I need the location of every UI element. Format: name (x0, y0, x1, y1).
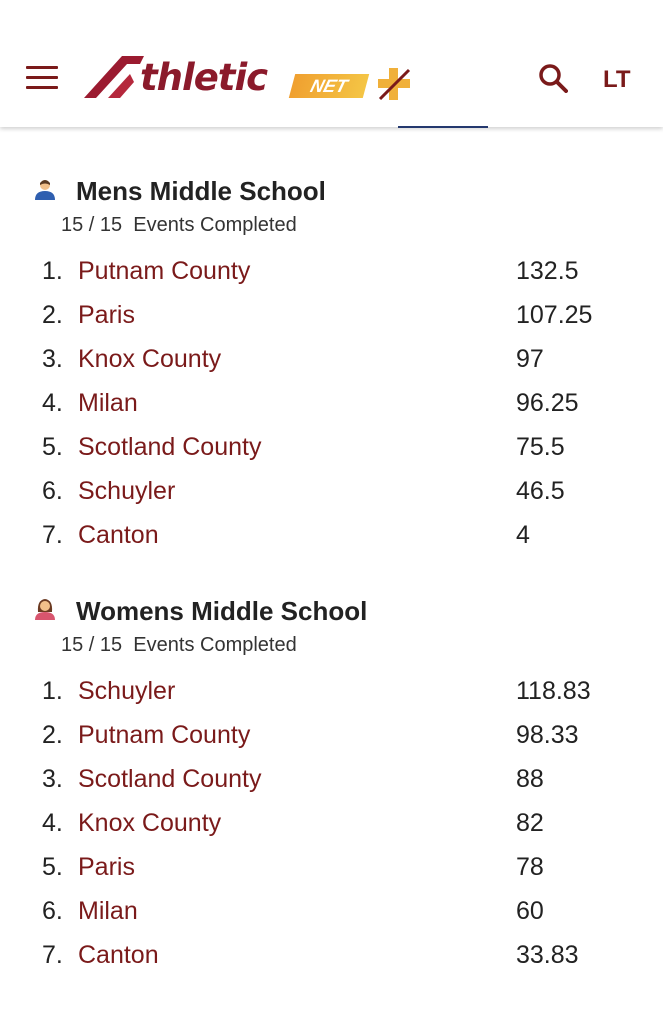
rank: 4. (42, 389, 63, 417)
female-user-icon (35, 599, 55, 620)
standings-row: 6. Schuyler 46.5 (0, 477, 663, 521)
standings-row: 4. Milan 96.25 (0, 389, 663, 433)
standings-row: 2. Putnam County 98.33 (0, 721, 663, 765)
language-toggle[interactable]: LT (603, 66, 631, 93)
events-label: Events Completed (133, 214, 297, 236)
section-title: Womens Middle School (76, 596, 368, 626)
logo-net-badge: NET (288, 74, 370, 98)
rank: 5. (42, 433, 63, 461)
rank: 1. (42, 257, 63, 285)
section-title: Mens Middle School (76, 176, 326, 206)
plus-icon (378, 68, 411, 101)
team-score: 98.33 (516, 721, 579, 749)
events-progress: 15 / 15 Events Completed (61, 634, 297, 657)
team-score: 118.83 (516, 677, 591, 705)
logo-text: thletic (140, 56, 268, 99)
team-link[interactable]: Schuyler (78, 677, 176, 705)
logo-a-mark-icon (84, 56, 144, 98)
team-score: 33.83 (516, 941, 579, 969)
rank: 2. (42, 721, 63, 749)
rank: 6. (42, 897, 63, 925)
events-count: 15 / 15 (61, 634, 123, 656)
rank: 3. (42, 345, 63, 373)
events-label: Events Completed (133, 634, 297, 656)
team-link[interactable]: Knox County (78, 345, 222, 373)
team-score: 97 (516, 345, 544, 373)
athletic-net-logo[interactable]: thletic NET (82, 52, 412, 107)
rank: 1. (42, 677, 63, 705)
rank: 3. (42, 765, 63, 793)
team-score: 60 (516, 897, 544, 925)
team-link[interactable]: Canton (78, 521, 159, 549)
top-header: thletic NET LT (0, 0, 663, 127)
events-progress: 15 / 15 Events Completed (61, 214, 297, 237)
rank: 4. (42, 809, 63, 837)
events-count: 15 / 15 (61, 214, 123, 236)
team-score: 78 (516, 853, 544, 881)
team-link[interactable]: Canton (78, 941, 159, 969)
team-link[interactable]: Knox County (78, 809, 222, 837)
search-icon[interactable] (538, 63, 568, 93)
team-link[interactable]: Milan (78, 897, 138, 925)
team-link[interactable]: Putnam County (78, 721, 251, 749)
male-user-icon (35, 180, 55, 200)
standings-row: 3. Knox County 97 (0, 345, 663, 389)
team-score: 132.5 (516, 257, 579, 285)
team-link[interactable]: Scotland County (78, 433, 262, 461)
hamburger-menu-icon[interactable] (26, 64, 60, 92)
rank: 7. (42, 521, 63, 549)
standings-row: 1. Schuyler 118.83 (0, 677, 663, 721)
team-score: 107.25 (516, 301, 593, 329)
rank: 2. (42, 301, 63, 329)
team-link[interactable]: Paris (78, 301, 135, 329)
standings-row: 6. Milan 60 (0, 897, 663, 941)
rank: 7. (42, 941, 63, 969)
standings-row: 7. Canton 33.83 (0, 941, 663, 985)
team-score: 88 (516, 765, 544, 793)
standings-row: 2. Paris 107.25 (0, 301, 663, 345)
team-score: 46.5 (516, 477, 565, 505)
rank: 5. (42, 853, 63, 881)
standings-row: 3. Scotland County 88 (0, 765, 663, 809)
team-link[interactable]: Milan (78, 389, 138, 417)
standings-row: 1. Putnam County 132.5 (0, 257, 663, 301)
active-tab-indicator (398, 126, 488, 128)
team-link[interactable]: Scotland County (78, 765, 262, 793)
standings-row: 5. Paris 78 (0, 853, 663, 897)
team-score: 96.25 (516, 389, 579, 417)
team-score: 75.5 (516, 433, 565, 461)
rank: 6. (42, 477, 63, 505)
standings-row: 7. Canton 4 (0, 521, 663, 565)
team-link[interactable]: Putnam County (78, 257, 251, 285)
standings-row: 4. Knox County 82 (0, 809, 663, 853)
team-score: 4 (516, 521, 530, 549)
team-score: 82 (516, 809, 544, 837)
team-link[interactable]: Paris (78, 853, 135, 881)
standings-row: 5. Scotland County 75.5 (0, 433, 663, 477)
team-link[interactable]: Schuyler (78, 477, 176, 505)
